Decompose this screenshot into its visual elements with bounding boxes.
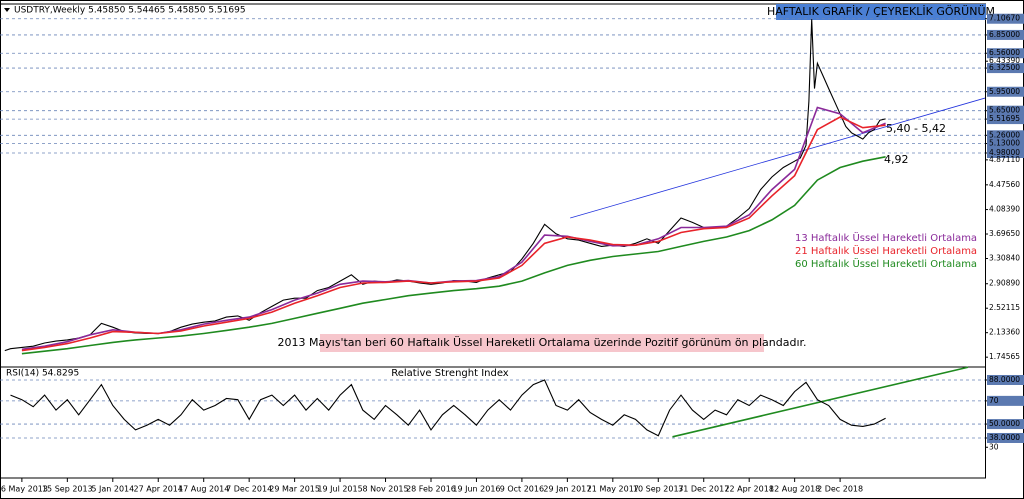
y-tick-label: 88.0000: [989, 375, 1020, 384]
y-tick-label: 5.26000: [989, 130, 1020, 139]
x-tick-label: 17 Aug 2014: [178, 485, 229, 494]
y-tick-box: [987, 432, 1024, 443]
legend-entry: 13 Haftalık Üssel Hareketli Ortalama: [795, 231, 977, 244]
series-line: [21, 116, 886, 352]
y-tick-label: 5.51695: [989, 114, 1020, 123]
y-tick-label: 6.32500: [989, 63, 1020, 72]
trend-line: [570, 97, 986, 219]
y-tick-label: 30: [989, 442, 999, 451]
banner: HAFTALIK GRAFİK / ÇEYREKLİK GÖRÜNÜM: [767, 5, 995, 18]
y-tick-label: 70: [989, 396, 999, 405]
trend-line: [672, 366, 969, 438]
x-tick-label: 22 Apr 2018: [724, 485, 773, 494]
y-tick-label: 3.30840: [989, 254, 1020, 263]
y-tick-box: [987, 130, 1024, 141]
x-tick-label: 21 May 2017: [587, 485, 639, 494]
y-tick-box: [987, 374, 1024, 385]
y-tick-box: [987, 114, 1024, 125]
rsi-title: Relative Strenght Index: [391, 368, 509, 379]
y-tick-box: [987, 147, 1024, 158]
x-tick-label: 10 Sep 2017: [633, 485, 684, 494]
y-tick-label: 5.13000: [989, 139, 1020, 148]
rsi-label: RSI(14) 54.8295: [6, 369, 79, 379]
x-tick-label: 31 Dec 2017: [678, 485, 729, 494]
y-tick-box: [987, 63, 1024, 74]
x-tick-label: 29 Jan 2017: [543, 485, 591, 494]
y-tick-label: 4.08390: [989, 205, 1020, 214]
banner-box: [776, 4, 986, 20]
rsi-panel: [0, 366, 986, 479]
y-tick-box: [987, 138, 1024, 149]
series-line: [10, 379, 886, 437]
note-box: [320, 334, 764, 352]
y-tick-box: [987, 13, 1024, 24]
y-tick-label: 5.95000: [989, 87, 1020, 96]
x-tick-label: 2 Dec 2018: [817, 485, 863, 494]
menu-arrow[interactable]: [4, 8, 10, 12]
annotation: 4,92: [884, 153, 909, 166]
x-tick-label: 27 Apr 2014: [134, 485, 183, 494]
y-tick-label: 2.90890: [989, 279, 1020, 288]
y-tick-label: 3.69650: [989, 229, 1020, 238]
legend-entry: 60 Haftalık Üssel Hareketli Ortalama: [795, 257, 977, 270]
y-tick-label: 6.43390: [989, 56, 1020, 65]
x-tick-label: 8 Nov 2015: [362, 485, 408, 494]
x-tick-label: 7 Dec 2014: [226, 485, 272, 494]
y-tick-box: [987, 29, 1024, 40]
y-tick-label: 4.87110: [989, 155, 1020, 164]
series-line: [21, 156, 886, 355]
x-tick-label: 9 Oct 2016: [500, 485, 544, 494]
y-tick-label: 38.0000: [989, 433, 1020, 442]
y-tick-label: 4.98000: [989, 148, 1020, 157]
legend-entry: 21 Haftalık Üssel Hareketli Ortalama: [795, 244, 977, 257]
x-tick-label: 12 Aug 2018: [769, 485, 820, 494]
chart-title: USDTRY,Weekly 5.45850 5.54465 5.45850 5.…: [14, 6, 246, 16]
y-tick-box: [987, 419, 1024, 430]
y-tick-label: 2.52115: [989, 303, 1020, 312]
x-tick-label: 26 May 2013: [0, 485, 48, 494]
y-tick-label: 5.65000: [989, 106, 1020, 115]
x-tick-label: 28 Feb 2016: [406, 485, 456, 494]
y-tick-box: [987, 86, 1024, 97]
x-tick-label: 29 Mar 2015: [269, 485, 320, 494]
y-tick-label: 2.13360: [989, 328, 1020, 337]
y-tick-label: 50.0000: [989, 419, 1020, 428]
x-tick-label: 19 Jul 2015: [317, 485, 362, 494]
y-tick-label: 6.56000: [989, 48, 1020, 57]
x-tick-label: 15 Sep 2013: [42, 485, 93, 494]
x-tick-label: 19 Jun 2016: [452, 485, 500, 494]
y-tick-box: [987, 395, 1024, 406]
annotation: 5,40 - 5,42: [886, 122, 946, 135]
y-tick-label: 6.85000: [989, 30, 1020, 39]
y-tick-box: [987, 48, 1024, 59]
y-tick-label: 1.74565: [989, 352, 1020, 361]
y-tick-box: [987, 105, 1024, 116]
note: 2013 Mayıs'tan beri 60 Haftalık Üssel Ha…: [277, 336, 806, 349]
x-tick-label: 5 Jan 2014: [91, 485, 134, 494]
y-tick-label: 4.47560: [989, 180, 1020, 189]
y-tick-label: 7.10670: [989, 14, 1020, 23]
